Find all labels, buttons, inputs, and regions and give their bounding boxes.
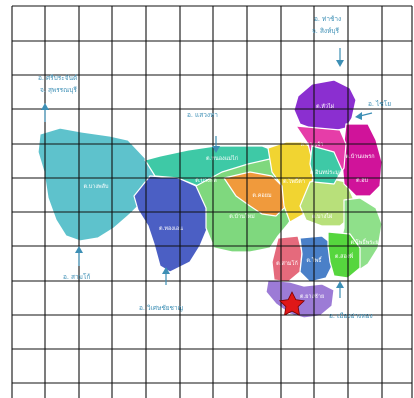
external-label-e: อ. ไชโย <box>368 100 391 108</box>
subdistrict-label: ต.อินทประมูล <box>310 169 342 176</box>
regions <box>37 79 383 319</box>
subdistrict-label: ต.ทองเอน <box>159 226 183 232</box>
subdistrict-label: ต.หนองแม่ไก่ <box>206 155 238 162</box>
star-marker <box>278 291 306 316</box>
external-label-se: อ. เมืองอ่างทอง <box>329 312 373 320</box>
subdistrict-label: ต.บางไผ่ <box>312 213 333 220</box>
subdistrict-label: ต.บางพลับ <box>83 183 109 190</box>
arrow-up-icon <box>336 281 344 288</box>
arrow-up-icon <box>162 267 170 274</box>
arrow-down-icon <box>212 146 220 153</box>
arrow-up-icon <box>41 103 49 110</box>
subdistrict-label: ต.สามโก้ <box>276 259 298 267</box>
subdistrict-label: ต.คอยม <box>252 193 272 199</box>
external-label-n: อ. แสวงหา <box>187 111 218 119</box>
external-label-s: อ. วิเศษชัยชาญ <box>139 304 184 312</box>
subdistrict-label: ต.ยางซ้าย <box>300 293 324 300</box>
subdistrict-label: ต.สองพี่ <box>335 252 354 260</box>
external-label-nw-line1: อ. ศรีประจันต์ <box>38 74 77 82</box>
region-lavender <box>265 279 335 319</box>
map-grid <box>11 5 413 398</box>
region-purple <box>293 79 357 133</box>
subdistrict-label: ต.บางพลี <box>195 177 217 184</box>
subdistrict-label: ต.โพธิ์พระยา <box>350 238 381 246</box>
region-steelblue <box>299 235 335 283</box>
subdistrict-label: ต.โพธิ์ตา <box>283 177 305 185</box>
arrow-down-icon <box>336 60 344 67</box>
subdistrict-label: ต.อบ <box>356 178 369 184</box>
region-mint-east <box>309 145 343 185</box>
region-west <box>37 127 156 242</box>
external-label-ne-line1: อ. ท่าช้าง <box>314 15 341 23</box>
subdistrict-label: ต.บ้านแพรก <box>345 153 374 160</box>
region-salmon <box>271 235 303 283</box>
subdistrict-labels: ต.บางพลับ ต.ทองเอน ต.หนองแม่ไก่ ต.คอยม ต… <box>83 103 381 300</box>
external-label-ne-line2: จ. สิงห์บุรี <box>312 27 339 35</box>
external-label-sw: อ. สามโก้ <box>63 273 90 281</box>
arrow-left-icon <box>355 112 362 120</box>
external-label-nw-line2: จ. สุพรรณบุรี <box>40 86 77 94</box>
arrow-up-icon <box>75 246 83 253</box>
subdistrict-label: ต.หัวไผ่ <box>316 103 334 110</box>
subdistrict-label: ต.บ้านใหม่ <box>229 213 255 220</box>
subdistrict-label: ต.โพธิ์ <box>306 256 323 264</box>
external-labels: อ. ศรีประจันต์ จ. สุพรรณบุรี อ. ท่าช้าง … <box>38 15 391 320</box>
